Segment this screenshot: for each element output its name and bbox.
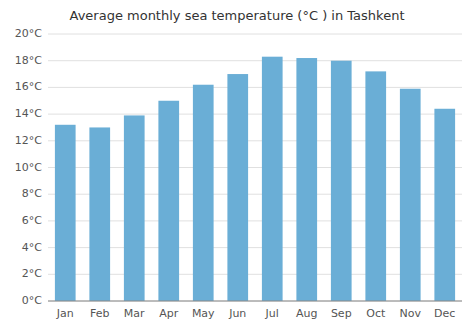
x-axis: Jan Feb Mar Apr May Jun Jul Aug Sep Oct Nov Dec bbox=[56, 307, 456, 320]
y-tick-label: 2°C bbox=[22, 267, 42, 280]
y-tick-label: 4°C bbox=[22, 241, 42, 254]
title: Average monthly sea temperature (°C ) in… bbox=[70, 8, 405, 23]
bars bbox=[55, 57, 455, 301]
x-tick-label: Nov bbox=[400, 307, 422, 320]
x-tick-label: Jul bbox=[265, 307, 279, 320]
y-tick-label: 12°C bbox=[15, 134, 42, 147]
x-tick-label: Dec bbox=[434, 307, 455, 320]
x-axis-line bbox=[48, 301, 462, 302]
bar bbox=[124, 115, 145, 301]
bar bbox=[296, 58, 317, 301]
y-tick-label: 10°C bbox=[15, 161, 42, 174]
bar bbox=[400, 89, 421, 301]
background bbox=[0, 0, 474, 331]
x-tick-label: Jun bbox=[228, 307, 246, 320]
grid-line bbox=[48, 87, 462, 88]
y-tick-label: 20°C bbox=[15, 27, 42, 40]
bar bbox=[193, 85, 214, 301]
x-tick-label: Aug bbox=[296, 307, 317, 320]
x-tick-label: May bbox=[192, 307, 215, 320]
x-tick-label: Oct bbox=[366, 307, 386, 320]
grid-line bbox=[48, 60, 462, 61]
bar bbox=[158, 101, 179, 301]
x-tick-label: Feb bbox=[90, 307, 109, 320]
y-tick-label: 14°C bbox=[15, 107, 42, 120]
bar bbox=[434, 109, 455, 301]
y-axis: 0°C 2°C 4°C 6°C 8°C 10°C 12°C 14°C 16°C 18°C 20°C bbox=[15, 27, 42, 307]
x-tick-label: Mar bbox=[124, 307, 145, 320]
bar bbox=[262, 57, 283, 301]
bar bbox=[365, 71, 386, 301]
chart: 0°C 2°C 4°C 6°C 8°C 10°C 12°C 14°C 16°C 18°C 20°C J… bbox=[0, 0, 474, 331]
bar bbox=[55, 125, 76, 301]
bar bbox=[227, 74, 248, 301]
x-tick-label: Sep bbox=[331, 307, 352, 320]
grid-line bbox=[48, 301, 462, 302]
x-tick-label: Jan bbox=[56, 307, 74, 320]
y-tick-label: 16°C bbox=[15, 80, 42, 93]
bar bbox=[89, 127, 110, 301]
grid bbox=[48, 34, 462, 301]
x-tick-label: Apr bbox=[159, 307, 179, 320]
y-tick-label: 0°C bbox=[22, 294, 42, 307]
grid-line bbox=[48, 34, 462, 35]
y-tick-label: 18°C bbox=[15, 54, 42, 67]
y-tick-label: 8°C bbox=[22, 187, 42, 200]
bar bbox=[331, 61, 352, 301]
y-tick-label: 6°C bbox=[22, 214, 42, 227]
